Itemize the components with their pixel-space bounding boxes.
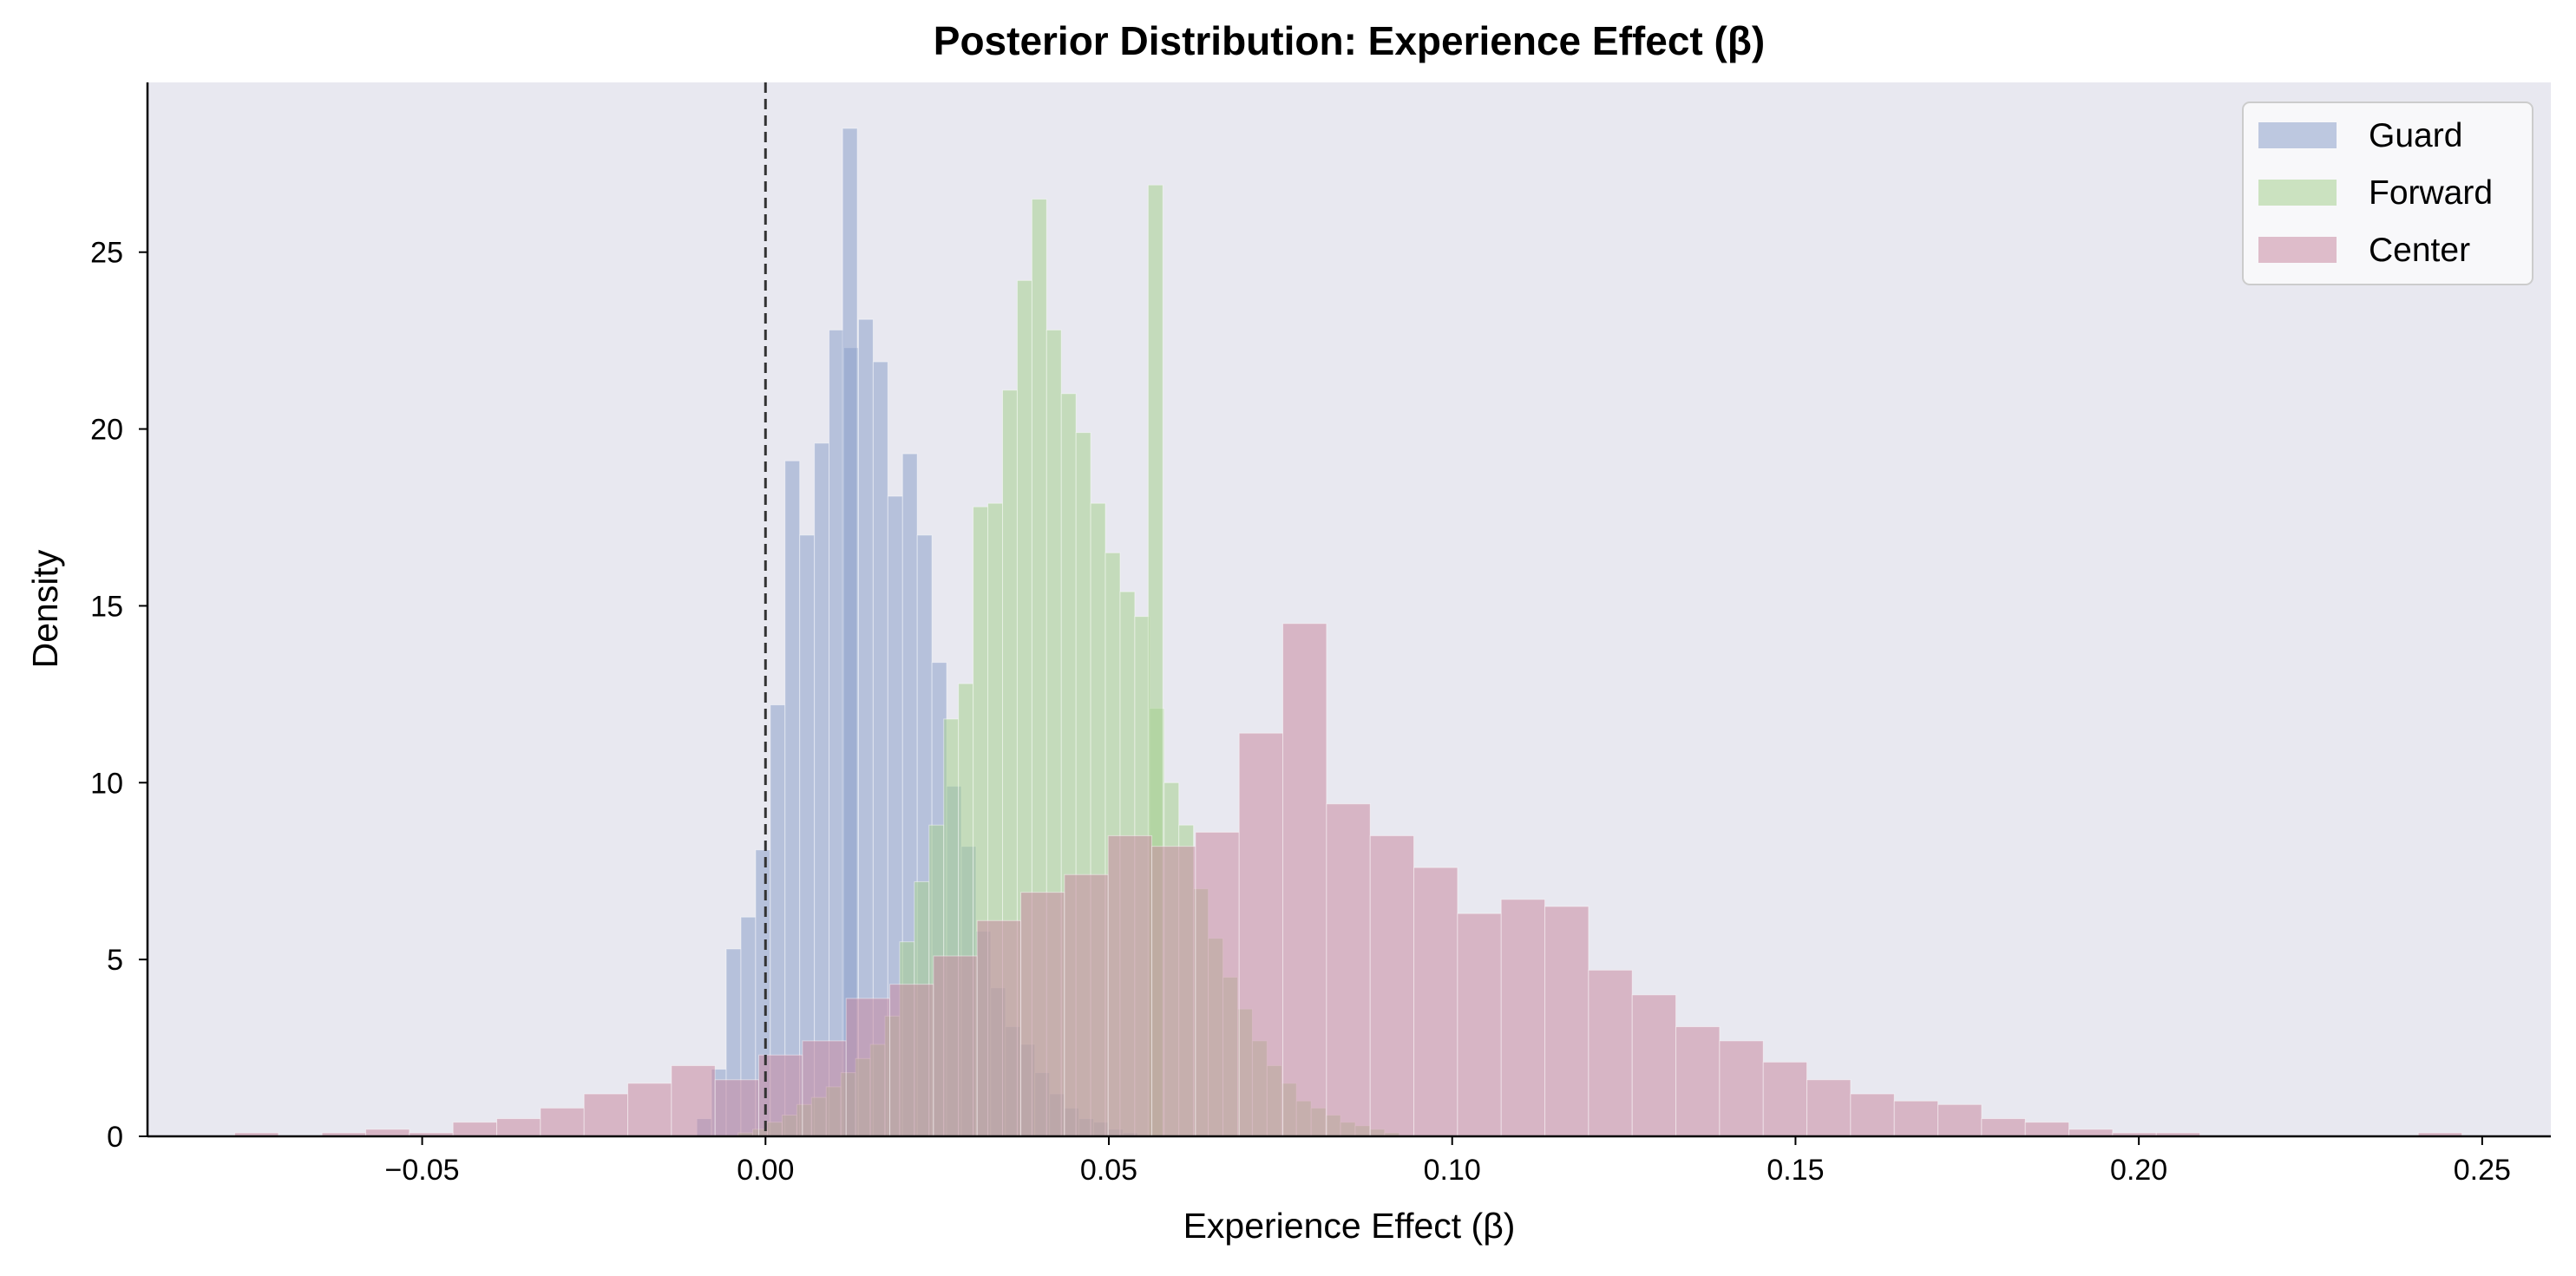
bar-center [1282,623,1327,1137]
bar-center [1806,1079,1852,1137]
bar-center [1937,1103,1983,1137]
legend-swatch-guard [2258,122,2337,148]
bar-center [1762,1061,1808,1137]
bar-center [671,1064,716,1137]
bar-center [2024,1122,2070,1137]
bar-center [845,998,891,1137]
legend-label-center: Center [2369,232,2470,269]
bar-center [1631,994,1677,1137]
bar-center [1238,732,1284,1137]
legend: Guard Forward Center [2242,101,2533,285]
x-tick-label: 0.10 [1424,1154,1481,1187]
legend-swatch-forward [2258,180,2337,206]
bar-center [496,1118,541,1137]
bar-center [1151,846,1196,1137]
bar-center [540,1107,585,1137]
bar-center [1850,1093,1895,1137]
x-tick-label: 0.25 [2454,1154,2511,1187]
bar-center [933,955,978,1137]
bar-center [1675,1026,1721,1137]
bar-center [1107,834,1153,1137]
bar-center [583,1093,629,1137]
bar-center [802,1040,847,1137]
bars-layer [234,128,2463,1137]
bar-guard [829,329,845,1137]
bar-guard-peak [842,128,858,1137]
bar-center [1500,899,1546,1137]
y-tick-label: 5 [107,944,123,977]
x-tick-label: 0.00 [737,1154,794,1187]
bar-center [452,1122,498,1137]
y-tick-label: 25 [90,237,123,270]
y-axis-label: Density [25,549,65,668]
bar-center [1893,1100,1939,1137]
legend-swatch-center [2258,237,2337,263]
y-tick-label: 15 [90,590,123,623]
chart-title: Posterior Distribution: Experience Effec… [934,18,1765,63]
bar-center [1588,969,1633,1137]
bar-center [1326,803,1371,1137]
bar-center [1719,1040,1764,1137]
y-tick-label: 0 [107,1121,123,1154]
bar-center [1981,1118,2026,1137]
x-tick-label: 0.05 [1080,1154,1137,1187]
bar-center [1544,906,1590,1137]
bar-center [889,984,934,1137]
legend-items: Guard Forward Center [2258,117,2493,269]
bar-center [1413,867,1458,1137]
x-tick-label: 0.15 [1766,1154,1824,1187]
bar-center [1369,834,1415,1137]
x-ticks: −0.05 0.00 0.05 0.10 0.15 0.20 0.25 [385,1136,2511,1187]
bar-center [627,1083,672,1137]
x-tick-label: 0.20 [2110,1154,2167,1187]
x-tick-label: −0.05 [385,1154,460,1187]
bar-center [1020,892,1065,1137]
bar-guard [784,460,801,1137]
y-tick-label: 10 [90,767,123,800]
series-center [234,623,2463,1137]
bar-center [1457,913,1502,1137]
legend-label-forward: Forward [2369,174,2493,212]
bar-center [1064,874,1109,1137]
y-ticks: 0 5 10 15 20 25 [90,237,147,1154]
x-axis-label: Experience Effect (β) [1183,1206,1516,1246]
y-tick-label: 20 [90,414,123,447]
legend-label-guard: Guard [2369,117,2462,154]
bar-center [714,1079,760,1137]
bar-center [976,919,1022,1137]
bar-guard [814,442,830,1137]
bar-center [1195,831,1240,1137]
